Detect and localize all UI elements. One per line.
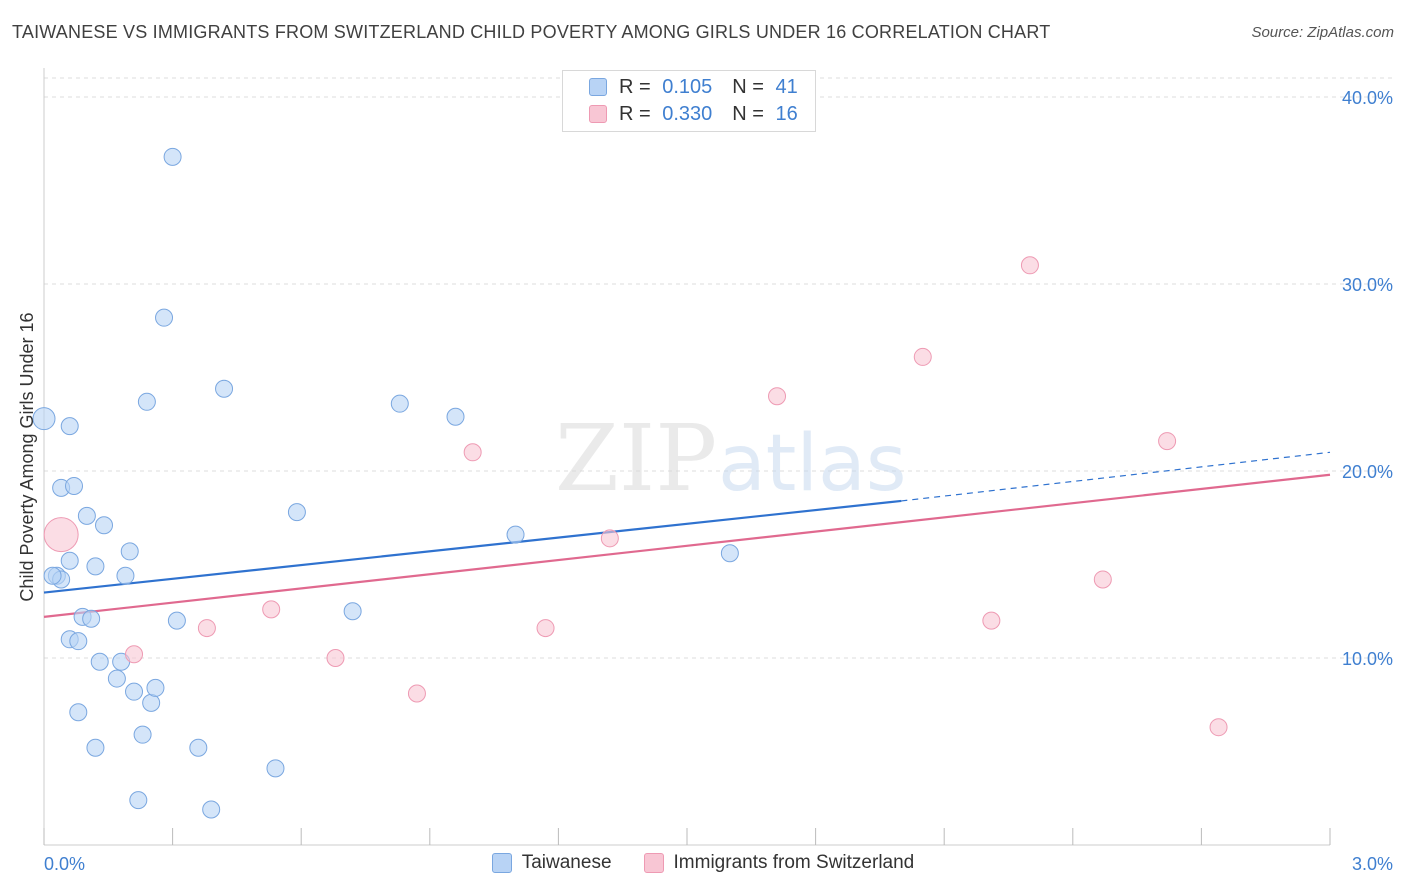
point-taiwanese xyxy=(215,379,234,398)
point-switzerland xyxy=(536,619,555,638)
bottom-legend: Taiwanese Immigrants from Switzerland xyxy=(0,852,1406,874)
point-taiwanese xyxy=(43,566,62,585)
legend-r-label: R = xyxy=(619,75,651,98)
point-taiwanese xyxy=(69,632,88,651)
bottom-legend-label: Immigrants from Switzerland xyxy=(673,852,915,873)
point-taiwanese xyxy=(146,678,165,697)
legend-n-value: 41 xyxy=(775,75,798,98)
legend-r-label: R = xyxy=(619,102,651,125)
legend-swatch-pink xyxy=(589,105,607,123)
point-taiwanese xyxy=(137,392,156,411)
data-points xyxy=(32,147,1228,819)
point-taiwanese xyxy=(390,394,409,413)
point-taiwanese xyxy=(133,725,152,744)
point-switzerland xyxy=(768,387,787,406)
point-switzerland xyxy=(197,619,216,638)
y-tick-labels: 10.0% 20.0% 30.0% 40.0% xyxy=(1342,88,1393,669)
chart-title: TAIWANESE VS IMMIGRANTS FROM SWITZERLAND… xyxy=(12,22,1051,42)
point-switzerland xyxy=(43,517,79,553)
legend-n-label: N = xyxy=(732,102,764,125)
bottom-legend-swatch-pink xyxy=(643,853,664,873)
axes xyxy=(43,68,1331,846)
bottom-legend-swatch-blue xyxy=(491,853,512,873)
point-taiwanese xyxy=(95,516,114,535)
point-switzerland xyxy=(463,443,482,462)
point-switzerland xyxy=(407,684,426,703)
point-taiwanese xyxy=(142,693,161,712)
point-switzerland xyxy=(262,600,281,619)
point-switzerland xyxy=(913,347,932,366)
point-taiwanese xyxy=(86,738,105,757)
point-taiwanese xyxy=(189,738,208,757)
legend-row-switzerland: R = 0.330 N = 16 xyxy=(589,102,798,126)
point-taiwanese xyxy=(65,476,84,495)
point-taiwanese xyxy=(446,407,465,426)
point-switzerland xyxy=(600,529,619,548)
trend-lines xyxy=(43,451,1331,618)
x-tick-label: 3.0% xyxy=(1352,854,1393,874)
bottom-legend-label: Taiwanese xyxy=(521,852,612,873)
watermark-atlas: atlas xyxy=(718,419,907,509)
trend-line-taiwanese xyxy=(43,499,902,594)
point-taiwanese xyxy=(720,544,739,563)
point-taiwanese xyxy=(77,506,96,525)
y-axis-label: Child Poverty Among Girls Under 16 xyxy=(17,312,37,601)
watermark: ZIP atlas xyxy=(555,405,907,512)
legend-n-value: 16 xyxy=(775,102,798,125)
point-taiwanese xyxy=(506,525,525,544)
bottom-legend-switzerland: Immigrants from Switzerland xyxy=(643,852,915,874)
legend-row-taiwanese: R = 0.105 N = 41 xyxy=(589,75,798,99)
point-taiwanese xyxy=(107,669,126,688)
point-taiwanese xyxy=(120,542,139,561)
legend-r-value: 0.330 xyxy=(662,102,713,125)
legend-swatch-blue xyxy=(589,78,607,96)
point-taiwanese xyxy=(202,800,221,819)
source-label: Source: ZipAtlas.com xyxy=(1251,24,1394,41)
x-tick-labels: 0.0% 3.0% xyxy=(44,854,1393,874)
point-taiwanese xyxy=(163,147,182,166)
trend-line-taiwanese-extension xyxy=(901,451,1331,502)
y-tick-label: 10.0% xyxy=(1342,649,1393,669)
point-switzerland xyxy=(982,611,1001,630)
point-switzerland xyxy=(1093,570,1112,589)
y-tick-label: 30.0% xyxy=(1342,275,1393,295)
point-taiwanese xyxy=(129,791,148,810)
point-taiwanese xyxy=(266,759,285,778)
legend-n-label: N = xyxy=(732,75,764,98)
x-tick-label: 0.0% xyxy=(44,854,85,874)
bottom-legend-taiwanese: Taiwanese xyxy=(491,852,612,874)
point-taiwanese xyxy=(69,703,88,722)
point-taiwanese xyxy=(32,407,56,431)
legend: R = 0.105 N = 41 R = 0.330 N = 16 xyxy=(562,70,816,132)
point-taiwanese xyxy=(125,682,144,701)
point-taiwanese xyxy=(287,503,306,522)
trend-line-switzerland xyxy=(43,473,1331,618)
point-switzerland xyxy=(1158,432,1177,451)
watermark-zip: ZIP xyxy=(555,405,717,512)
point-switzerland xyxy=(125,645,144,664)
point-switzerland xyxy=(1209,718,1228,737)
point-taiwanese xyxy=(86,557,105,576)
point-switzerland xyxy=(326,649,345,667)
point-taiwanese xyxy=(60,417,79,436)
point-taiwanese xyxy=(343,602,362,621)
point-taiwanese xyxy=(155,308,174,327)
point-taiwanese xyxy=(167,611,186,630)
point-taiwanese xyxy=(82,609,101,628)
point-taiwanese xyxy=(90,652,109,671)
point-switzerland xyxy=(1020,256,1039,275)
point-taiwanese xyxy=(116,566,135,585)
y-tick-label: 20.0% xyxy=(1342,462,1393,482)
point-taiwanese xyxy=(60,551,79,570)
y-tick-label: 40.0% xyxy=(1342,88,1393,108)
legend-r-value: 0.105 xyxy=(662,75,713,98)
